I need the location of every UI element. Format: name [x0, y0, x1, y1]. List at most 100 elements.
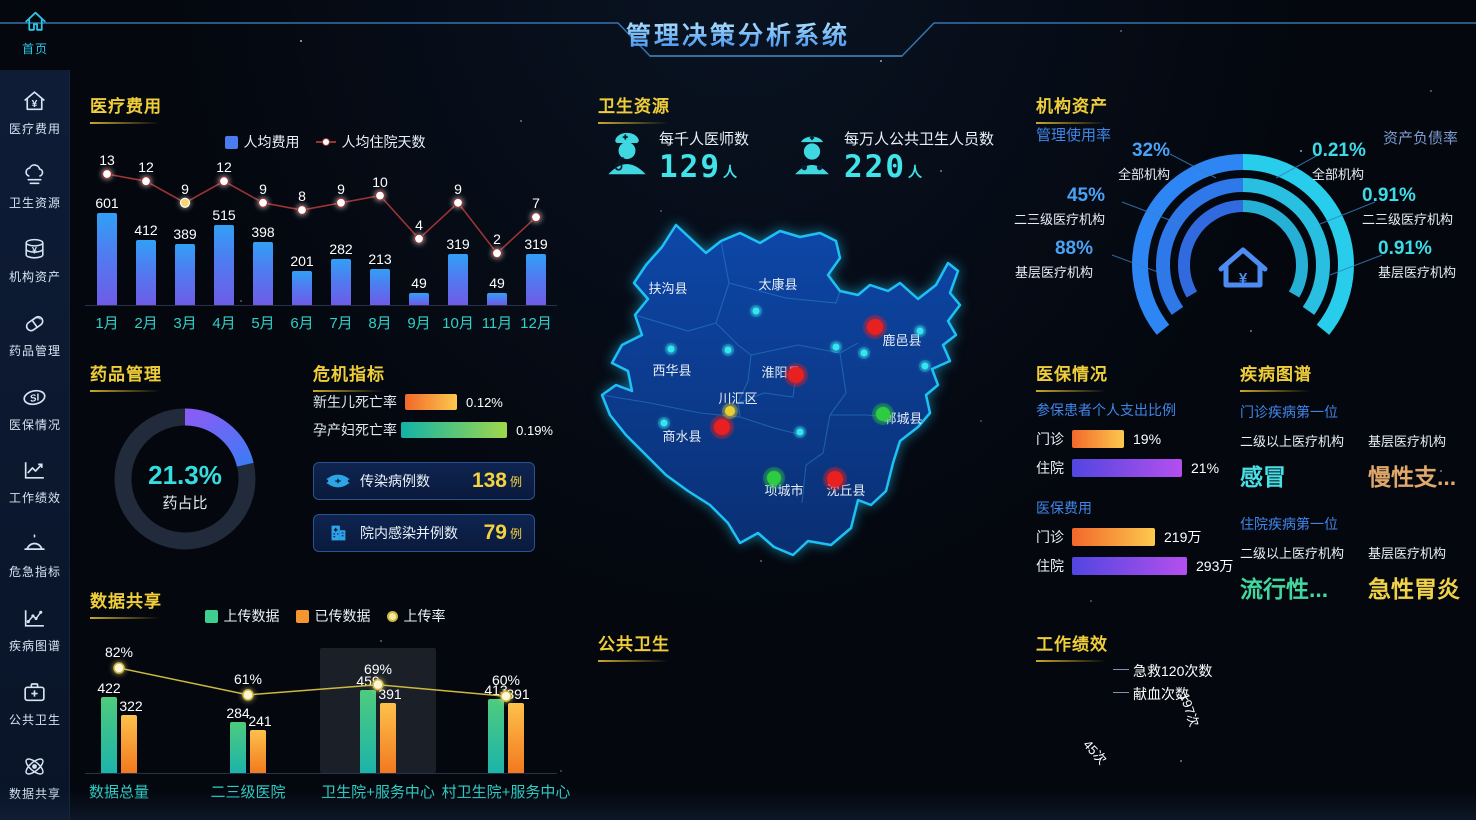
line-data-point[interactable]: [413, 233, 425, 244]
x-axis-label: 卫生院+服务中心: [321, 784, 435, 801]
bar[interactable]: [292, 271, 312, 305]
bar-transferred[interactable]: [508, 703, 524, 773]
map-marker-cyan[interactable]: [832, 343, 840, 351]
bar-upload[interactable]: [230, 722, 246, 773]
data-share-chart: 上传数据 已传数据 上传率 422 322 数据总量 284 241 二三级医院 459 391 卫生…: [85, 600, 570, 815]
pill-icon: [21, 310, 48, 337]
map-marker-green[interactable]: [876, 407, 890, 421]
line-data-point[interactable]: [101, 168, 113, 180]
assets-callout-label: 基层医疗机构: [1014, 265, 1093, 280]
map-marker-cyan[interactable]: [921, 362, 929, 370]
bar-upload[interactable]: [101, 697, 117, 773]
sidebar-item-medical-expense[interactable]: ¥ 医疗费用: [9, 88, 61, 137]
health-stat-label: 每千人医师数: [659, 131, 750, 148]
sidebar-item-label: 机构资产: [8, 269, 61, 284]
sidebar-item-label: 首页: [21, 42, 48, 56]
sidebar-item-performance[interactable]: 工作绩效: [9, 457, 61, 506]
sidebar-item-critical[interactable]: 危急指标: [9, 531, 61, 580]
legend-item[interactable]: 上传数据: [204, 606, 280, 626]
bar[interactable]: [448, 254, 468, 305]
map-marker-cyan[interactable]: [660, 419, 668, 427]
line-data-point[interactable]: [374, 190, 386, 201]
x-axis-label: 2月: [134, 315, 158, 332]
performance-series-label-1: 急救120次数: [1133, 663, 1213, 679]
line-value-label: 12: [216, 159, 232, 176]
bar-transferred[interactable]: [250, 730, 266, 773]
bar[interactable]: [526, 254, 546, 305]
line-data-point[interactable]: [296, 204, 308, 216]
insurance-bar-value: 293万: [1196, 558, 1234, 574]
sidebar-item-health-resource[interactable]: 卫生资源: [9, 162, 61, 211]
sidebar-item-disease-atlas[interactable]: 疾病图谱: [9, 605, 61, 654]
disease-item: 二级以上医疗机构 流行性...: [1240, 543, 1344, 604]
map-marker-red[interactable]: [827, 471, 843, 487]
map-marker-cyan[interactable]: [724, 346, 732, 354]
crisis-bar-label: 新生儿死亡率: [313, 394, 397, 410]
health-stat-value: 220 人: [844, 149, 922, 185]
line-value-label: 9: [337, 180, 345, 197]
bar[interactable]: [370, 269, 390, 305]
legend-item-bar[interactable]: 人均费用: [224, 132, 300, 152]
bar-transferred[interactable]: [121, 715, 137, 773]
map-marker-cyan[interactable]: [667, 345, 675, 353]
line-data-point[interactable]: [140, 176, 152, 187]
bar-transferred[interactable]: [380, 703, 396, 773]
info-card-unit: 例: [509, 474, 522, 489]
legend-item[interactable]: 已传数据: [295, 606, 371, 626]
bar[interactable]: [253, 242, 273, 305]
map-outline[interactable]: [600, 223, 962, 557]
line-data-point[interactable]: [530, 212, 542, 223]
line-data-point[interactable]: [257, 197, 269, 208]
sidebar-item-label: 疾病图谱: [8, 638, 61, 653]
line-data-point[interactable]: [452, 197, 464, 208]
bar[interactable]: [487, 293, 507, 305]
crisis-bar-row: 新生儿死亡率 0.12%: [313, 388, 553, 416]
sidebar-item-org-assets[interactable]: ¥ 机构资产: [9, 236, 61, 285]
bar-upload[interactable]: [488, 699, 504, 773]
sidebar-item-public-health[interactable]: 公共卫生: [9, 679, 61, 728]
sidebar-item-label: 工作绩效: [8, 491, 61, 506]
legend-item[interactable]: 上传率: [386, 606, 446, 626]
x-axis-label: 1月: [95, 315, 119, 332]
donut-arc[interactable]: [184, 408, 254, 468]
legend-marker-dot: [321, 138, 330, 146]
line-data-point[interactable]: [242, 689, 254, 701]
map-marker-red[interactable]: [714, 419, 730, 435]
legend-item-line[interactable]: 人均住院天数: [315, 132, 426, 152]
map-marker-red[interactable]: [867, 319, 883, 335]
bar[interactable]: [97, 213, 117, 305]
map-marker-yellow[interactable]: [725, 406, 735, 416]
assets-left-subtitle: 管理使用率: [1036, 127, 1112, 144]
scatter-chart-icon: [21, 605, 48, 632]
bar[interactable]: [175, 244, 195, 305]
line-data-point[interactable]: [179, 197, 191, 208]
callout-line: [1121, 201, 1181, 225]
cloud-icon: [21, 162, 48, 189]
bar[interactable]: [136, 240, 156, 305]
map-marker-cyan[interactable]: [916, 327, 924, 335]
line-value-label: 82%: [104, 644, 134, 661]
sidebar-item-label: 医疗费用: [8, 122, 61, 137]
map-marker-red[interactable]: [788, 367, 804, 383]
callout-line: [1113, 692, 1129, 693]
sidebar-item-drug-management[interactable]: 药品管理: [9, 310, 61, 359]
callout-line: [1275, 153, 1321, 179]
line-data-point[interactable]: [218, 176, 230, 187]
bar[interactable]: [214, 225, 234, 305]
map-marker-cyan[interactable]: [796, 428, 804, 436]
line-data-point[interactable]: [335, 197, 347, 208]
bar[interactable]: [331, 259, 351, 305]
map-marker-cyan[interactable]: [752, 307, 760, 315]
sidebar-item-home[interactable]: 首页: [0, 8, 70, 57]
line-data-point[interactable]: [113, 662, 125, 674]
sidebar-item-data-share[interactable]: 数据共享: [9, 753, 61, 802]
line-data-point[interactable]: [491, 248, 503, 259]
bar[interactable]: [409, 293, 429, 305]
insurance-bar-label: 住院: [1036, 558, 1064, 574]
map-marker-green[interactable]: [767, 471, 781, 485]
sidebar-item-insurance[interactable]: SI 医保情况: [9, 384, 61, 433]
bar-value-label: 322: [119, 698, 143, 714]
map-marker-cyan[interactable]: [860, 349, 868, 357]
bar-upload[interactable]: [360, 690, 376, 773]
